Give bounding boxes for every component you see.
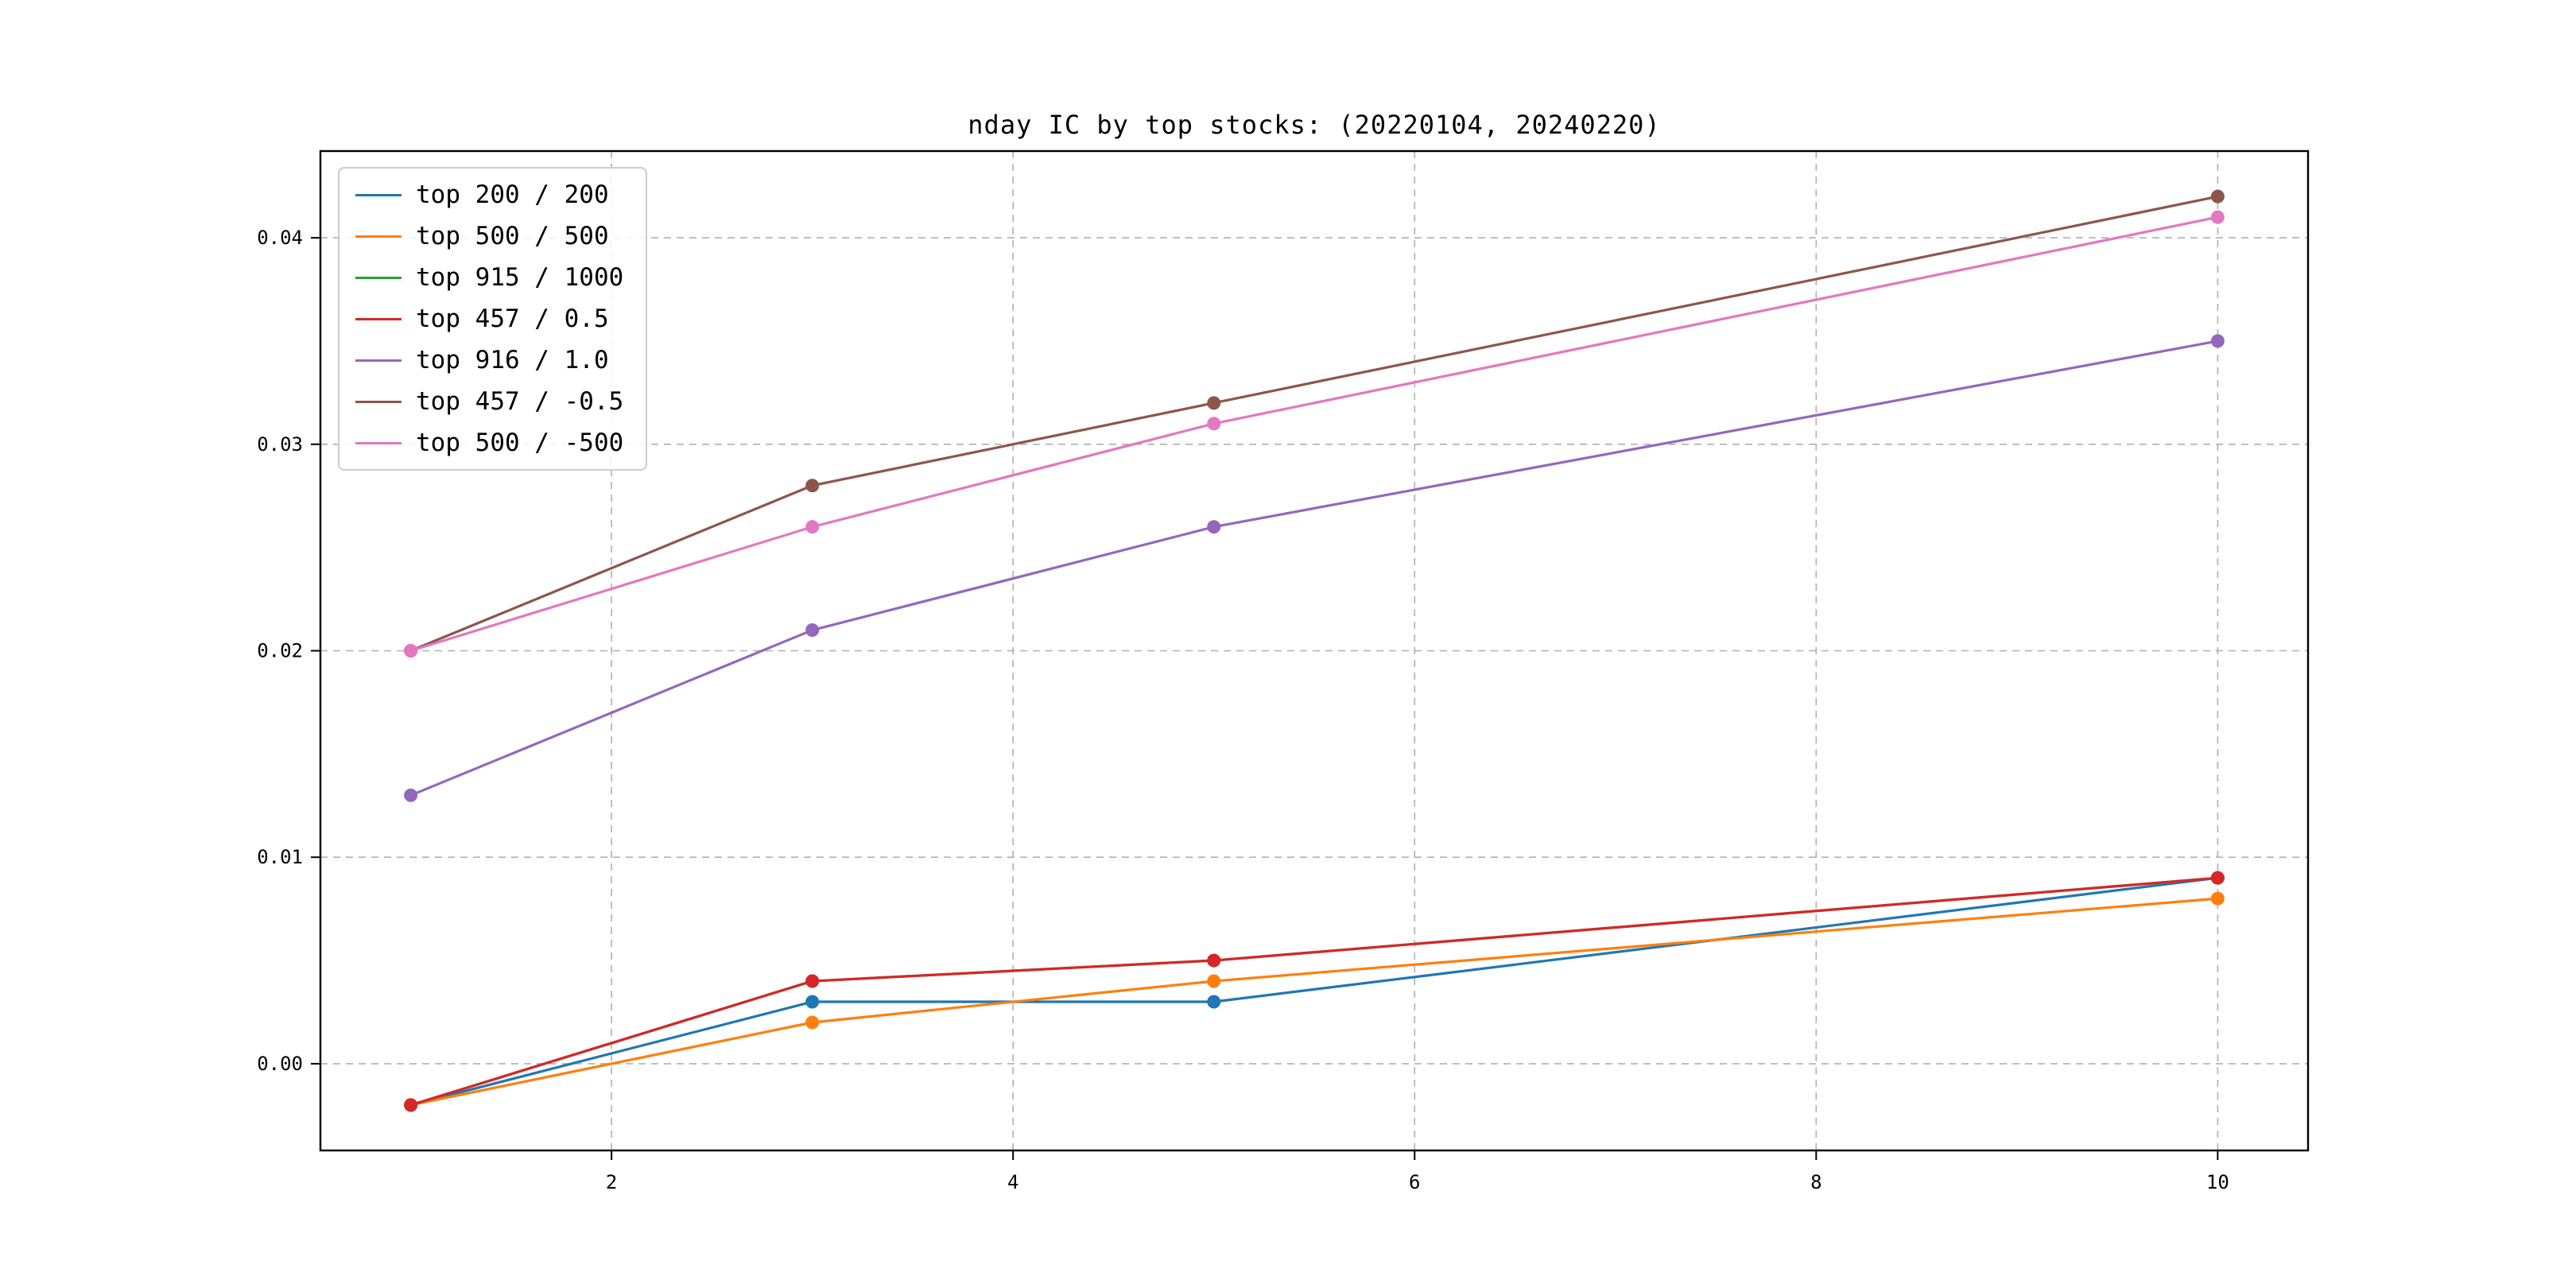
data-point xyxy=(1207,953,1221,968)
legend-label: top 915 / 1000 xyxy=(416,263,624,292)
data-point xyxy=(2210,871,2225,885)
legend-item: top 916 / 1.0 xyxy=(355,345,623,375)
legend-line-swatch xyxy=(355,193,402,196)
x-tick-label: 8 xyxy=(1810,1171,1821,1193)
legend-line-swatch xyxy=(355,276,402,279)
x-tick-label: 2 xyxy=(606,1171,617,1193)
data-point xyxy=(2210,210,2225,224)
y-tick-label: 0.00 xyxy=(257,1053,303,1075)
x-tick-label: 10 xyxy=(2206,1171,2229,1193)
x-tick-label: 6 xyxy=(1409,1171,1420,1193)
plot-border xyxy=(319,149,2310,1152)
x-tick-label: 4 xyxy=(1007,1171,1018,1193)
legend-line-swatch xyxy=(355,441,402,444)
data-line xyxy=(409,339,2219,797)
data-line xyxy=(409,195,2219,653)
legend-item: top 200 / 200 xyxy=(355,180,623,210)
data-point xyxy=(1207,974,1221,988)
legend-item: top 500 / -500 xyxy=(355,428,623,458)
legend-label: top 457 / -0.5 xyxy=(416,387,624,416)
data-point xyxy=(805,974,820,988)
legend-label: top 457 / 0.5 xyxy=(416,305,609,333)
data-point xyxy=(1207,520,1221,534)
data-point xyxy=(2210,334,2225,348)
data-point xyxy=(1207,396,1221,410)
data-point xyxy=(805,623,820,638)
legend-line-swatch xyxy=(355,317,402,320)
data-point xyxy=(805,520,820,534)
chart-title: nday IC by top stocks: (20220104, 202402… xyxy=(968,110,1661,140)
data-point xyxy=(805,995,820,1009)
data-point xyxy=(404,788,418,802)
data-point xyxy=(404,644,418,658)
legend-label: top 500 / 500 xyxy=(416,222,609,250)
legend-item: top 500 / 500 xyxy=(355,221,623,251)
data-line xyxy=(409,897,2219,1107)
data-line xyxy=(409,876,2219,1107)
data-line xyxy=(409,876,2219,1107)
legend-line-swatch xyxy=(355,235,402,238)
data-point xyxy=(2210,891,2225,906)
data-point xyxy=(805,1015,820,1030)
data-point xyxy=(404,1098,418,1112)
legend-label: top 916 / 1.0 xyxy=(416,346,609,374)
legend-label: top 200 / 200 xyxy=(416,180,609,209)
data-point xyxy=(1207,995,1221,1009)
legend-label: top 500 / -500 xyxy=(416,429,624,457)
data-line xyxy=(409,215,2219,653)
y-tick-label: 0.02 xyxy=(257,640,303,662)
y-tick-label: 0.04 xyxy=(257,227,303,249)
y-tick-label: 0.01 xyxy=(257,846,303,868)
legend-line-swatch xyxy=(355,400,402,403)
data-point xyxy=(1207,417,1221,431)
legend-item: top 915 / 1000 xyxy=(355,262,623,293)
y-tick-label: 0.03 xyxy=(257,433,303,456)
data-point xyxy=(2210,189,2225,204)
legend-line-swatch xyxy=(355,359,402,362)
legend-item: top 457 / 0.5 xyxy=(355,304,623,334)
legend-item: top 457 / -0.5 xyxy=(355,386,623,417)
data-point xyxy=(805,479,820,493)
legend: top 200 / 200 top 500 / 500 top 915 / 1000… xyxy=(338,167,648,471)
